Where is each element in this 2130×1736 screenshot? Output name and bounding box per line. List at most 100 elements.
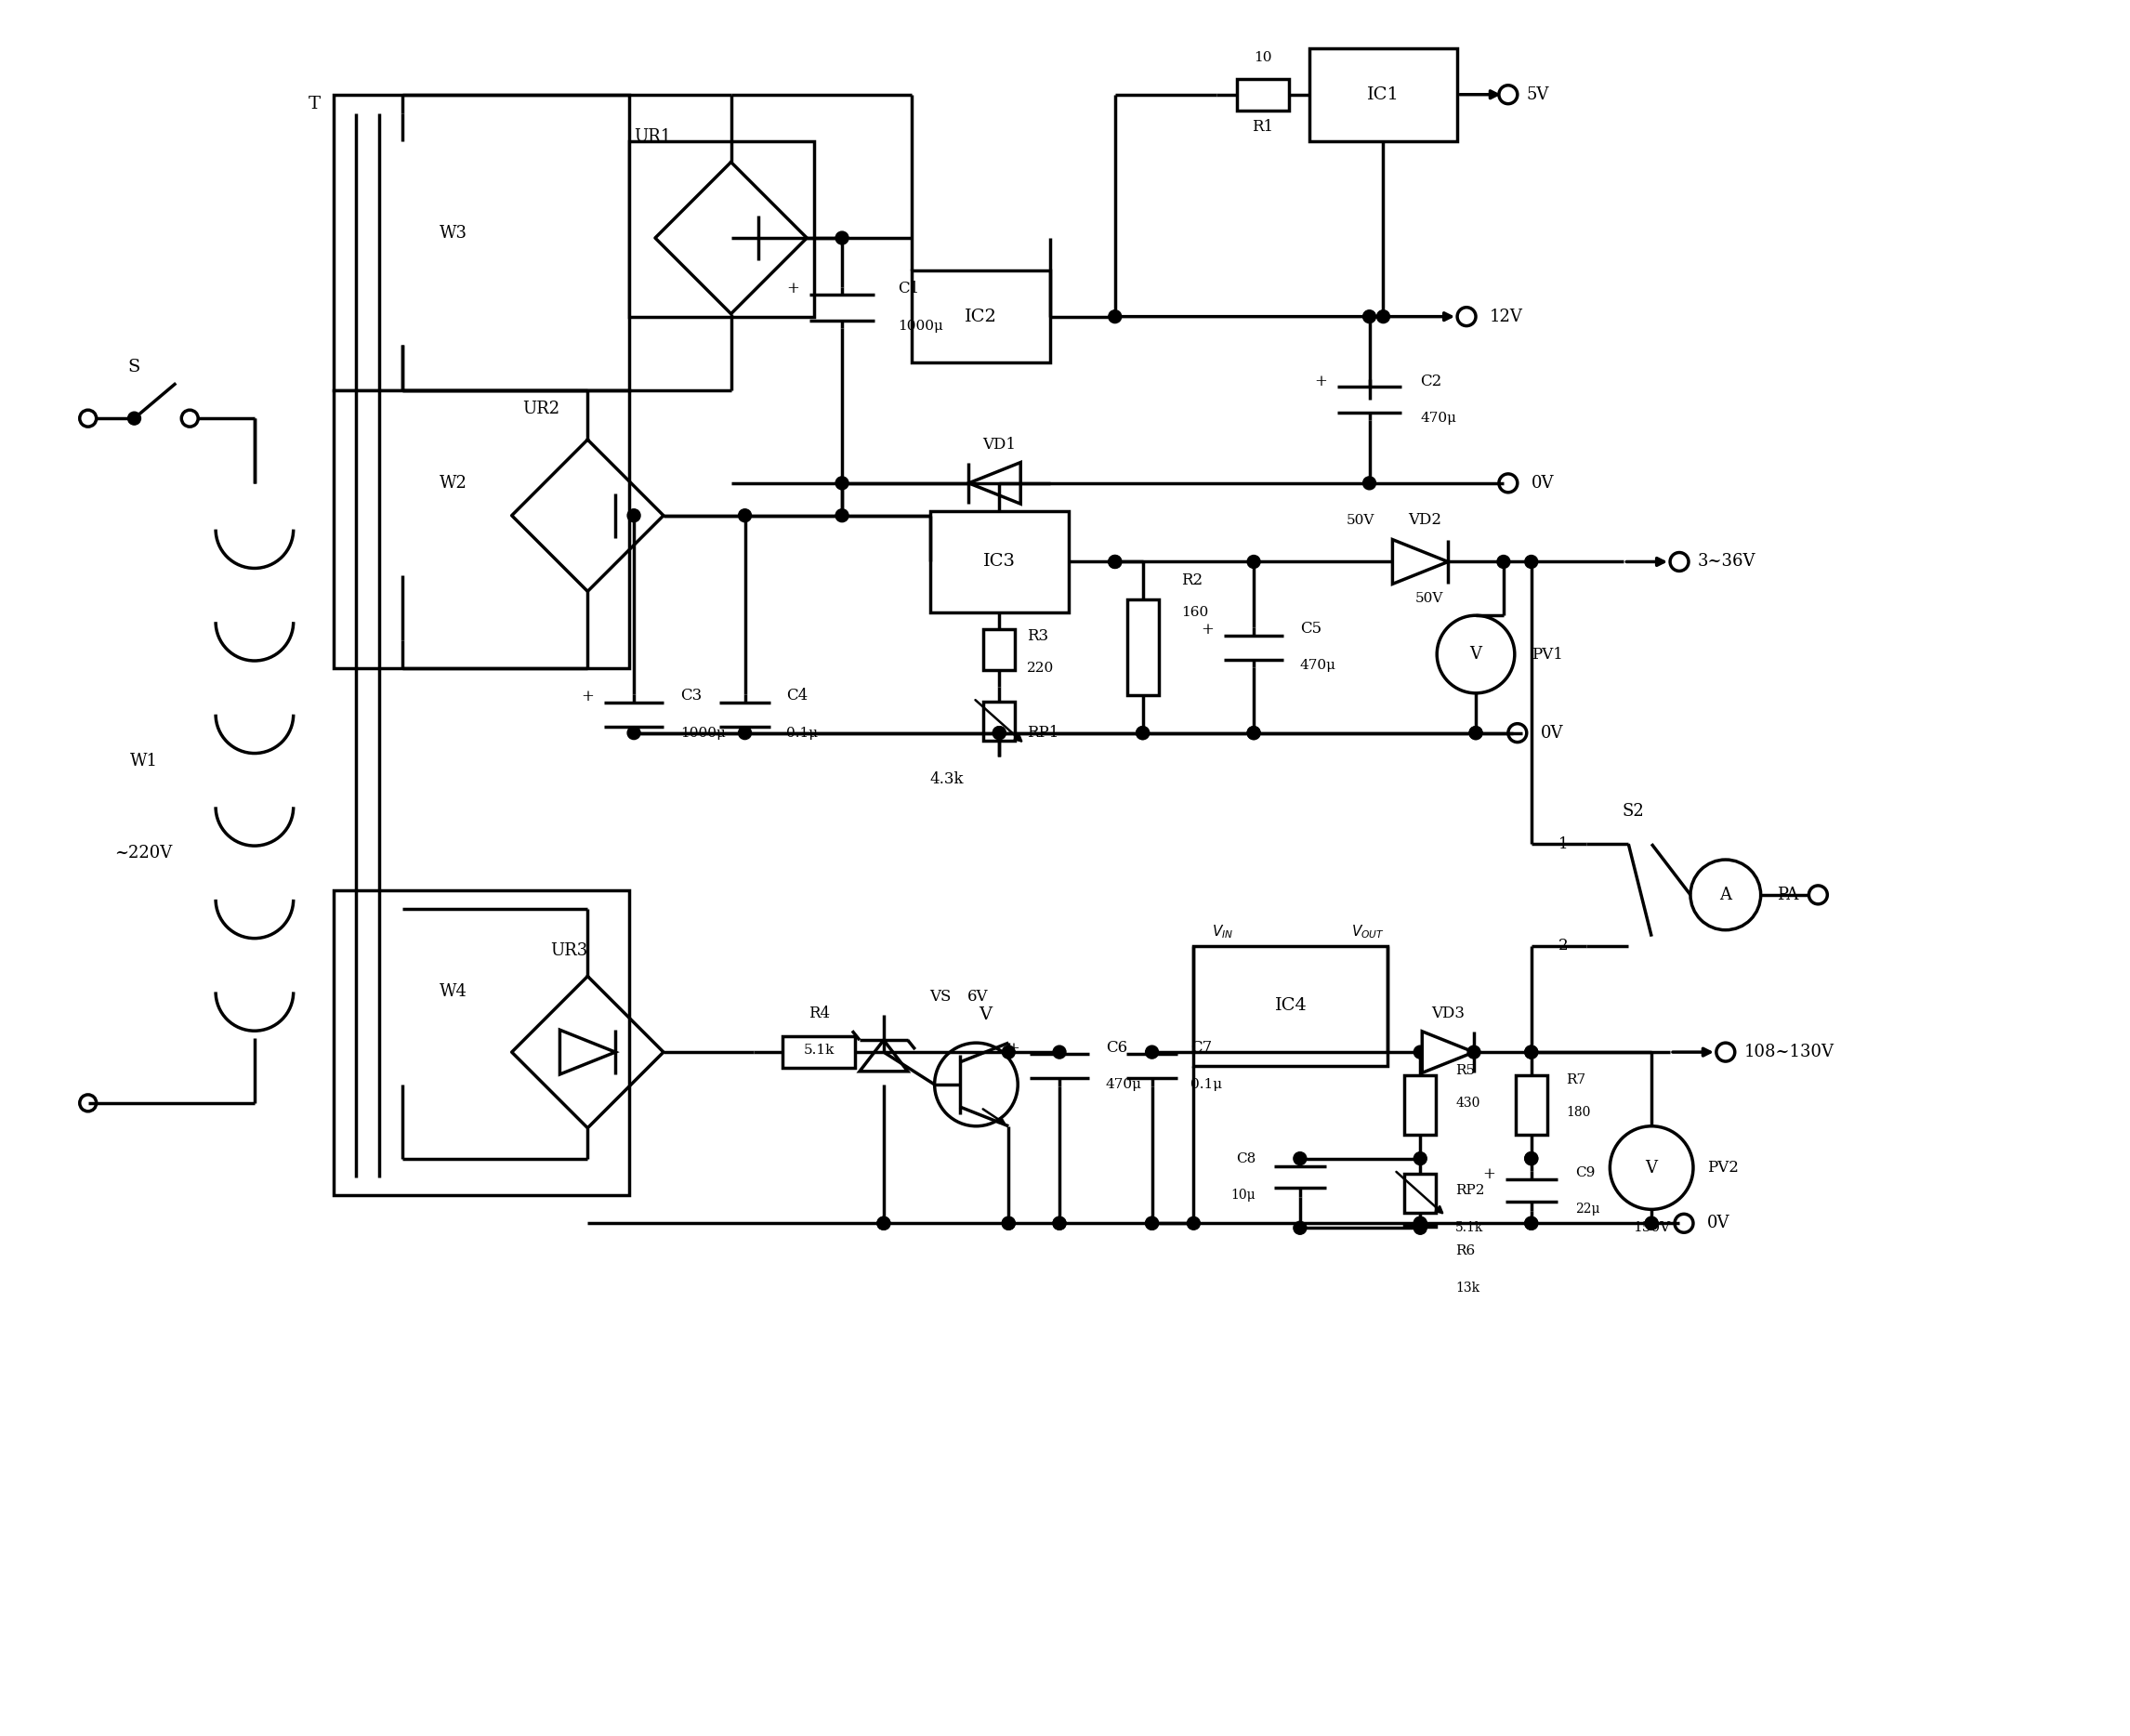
Text: 12V: 12V: [1489, 309, 1523, 325]
Text: 10: 10: [1255, 50, 1272, 64]
Bar: [782, 1036, 854, 1068]
Circle shape: [1500, 85, 1517, 104]
Text: C9: C9: [1576, 1167, 1595, 1179]
Text: S2: S2: [1623, 804, 1644, 819]
Text: VS: VS: [931, 990, 952, 1005]
Text: V: V: [1646, 1160, 1657, 1175]
Text: 180: 180: [1566, 1106, 1591, 1118]
Circle shape: [1186, 1217, 1199, 1229]
Bar: [1127, 599, 1159, 694]
Circle shape: [1470, 726, 1482, 740]
Bar: [332, 391, 628, 668]
Circle shape: [1457, 307, 1476, 326]
Text: R1: R1: [1252, 120, 1274, 135]
Circle shape: [1376, 311, 1389, 323]
Bar: [1404, 1076, 1436, 1135]
Bar: [628, 141, 814, 316]
Text: A: A: [1719, 887, 1732, 903]
Circle shape: [1674, 1213, 1693, 1233]
Text: IC3: IC3: [984, 554, 1016, 569]
Text: 0V: 0V: [1531, 474, 1555, 491]
Text: +: +: [1007, 1040, 1020, 1055]
Text: +: +: [581, 689, 594, 705]
Circle shape: [1146, 1217, 1159, 1229]
Text: R5: R5: [1455, 1064, 1476, 1076]
Circle shape: [1808, 885, 1828, 904]
Circle shape: [835, 509, 848, 523]
Text: 3~36V: 3~36V: [1698, 554, 1755, 569]
Circle shape: [1610, 1127, 1693, 1210]
Text: 1000μ: 1000μ: [679, 726, 726, 740]
Bar: [1404, 1224, 1436, 1227]
Polygon shape: [969, 462, 1020, 503]
Text: IC4: IC4: [1274, 998, 1308, 1014]
Text: +: +: [1482, 1167, 1495, 1182]
Text: R7: R7: [1566, 1073, 1587, 1087]
Text: 0V: 0V: [1706, 1215, 1730, 1231]
Text: IC1: IC1: [1367, 87, 1399, 102]
Circle shape: [1525, 1217, 1538, 1229]
Text: 5V: 5V: [1527, 87, 1549, 102]
Text: 4.3k: 4.3k: [931, 771, 965, 786]
Circle shape: [739, 726, 752, 740]
Circle shape: [1468, 1045, 1480, 1059]
Text: C6: C6: [1105, 1040, 1127, 1055]
Circle shape: [1052, 1217, 1065, 1229]
Circle shape: [1146, 1217, 1159, 1229]
Polygon shape: [861, 1040, 907, 1071]
Circle shape: [1717, 1043, 1734, 1061]
Circle shape: [1414, 1153, 1427, 1165]
Circle shape: [878, 1217, 890, 1229]
Circle shape: [1146, 1045, 1159, 1059]
Text: $V_{IN}$: $V_{IN}$: [1212, 924, 1233, 941]
Text: VD3: VD3: [1431, 1005, 1465, 1021]
Bar: [1404, 1174, 1436, 1213]
Circle shape: [1001, 1217, 1016, 1229]
Bar: [984, 628, 1016, 670]
Circle shape: [1525, 1045, 1538, 1059]
Circle shape: [993, 726, 1005, 740]
Circle shape: [79, 410, 96, 427]
Text: R3: R3: [1027, 628, 1048, 644]
Circle shape: [128, 411, 141, 425]
Circle shape: [1108, 556, 1120, 568]
Circle shape: [1052, 1217, 1065, 1229]
Bar: [931, 510, 1069, 613]
Circle shape: [1293, 1153, 1306, 1165]
Circle shape: [1108, 556, 1120, 568]
Circle shape: [1644, 1217, 1657, 1229]
Text: 430: 430: [1455, 1097, 1480, 1109]
Circle shape: [835, 477, 848, 490]
Circle shape: [628, 509, 641, 523]
Circle shape: [1293, 1222, 1306, 1234]
Circle shape: [432, 1153, 445, 1165]
Text: RP1: RP1: [1027, 726, 1059, 741]
Circle shape: [739, 509, 752, 523]
Polygon shape: [560, 493, 616, 538]
Text: +: +: [1201, 621, 1214, 637]
Text: 470μ: 470μ: [1105, 1078, 1142, 1090]
Text: V: V: [1470, 646, 1482, 663]
Text: 6V: 6V: [967, 990, 988, 1005]
Text: C1: C1: [897, 281, 920, 297]
Text: +: +: [1314, 373, 1327, 389]
Circle shape: [1525, 556, 1538, 568]
Circle shape: [1438, 616, 1514, 693]
Circle shape: [1052, 1045, 1065, 1059]
Circle shape: [1525, 1153, 1538, 1165]
Text: 13k: 13k: [1455, 1281, 1480, 1295]
Text: UR1: UR1: [633, 128, 671, 144]
Text: S: S: [128, 359, 141, 375]
Bar: [332, 891, 628, 1196]
Text: 1: 1: [1559, 837, 1568, 852]
Bar: [1517, 1076, 1546, 1135]
Text: 50V: 50V: [1416, 592, 1444, 606]
Circle shape: [1414, 1222, 1427, 1234]
Text: PA: PA: [1776, 887, 1798, 903]
Circle shape: [1001, 1217, 1016, 1229]
Text: 160: 160: [1182, 606, 1208, 620]
Text: R4: R4: [807, 1005, 831, 1021]
Text: 220: 220: [1027, 661, 1054, 675]
Text: PV2: PV2: [1706, 1160, 1738, 1175]
Text: T: T: [309, 95, 322, 113]
